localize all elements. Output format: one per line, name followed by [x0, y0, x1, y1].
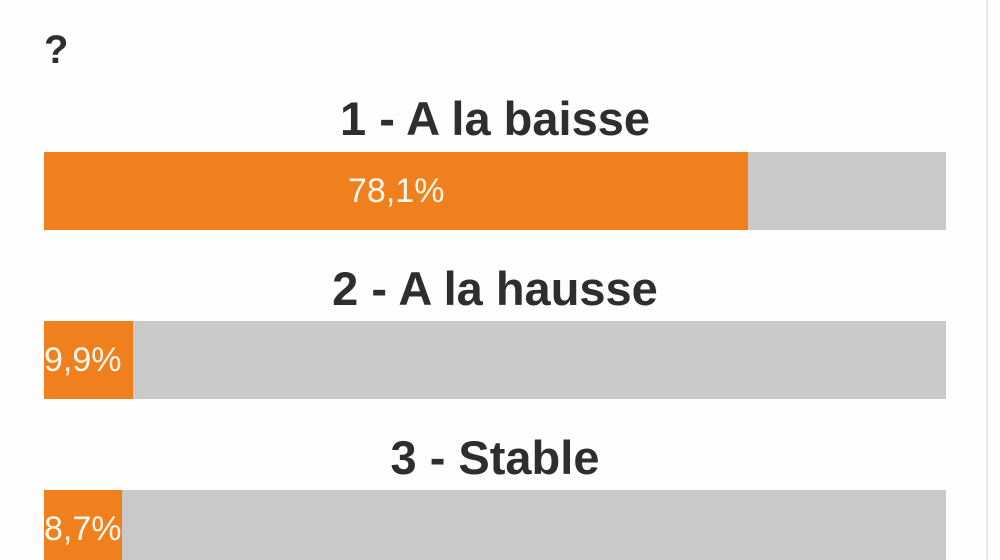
option-2-bar-fill	[44, 321, 134, 399]
panel-border	[986, 0, 988, 560]
option-3-label: 3 - Stable	[390, 431, 600, 484]
option-1-bar-fill	[44, 152, 749, 230]
option-3-bar: 8,7%	[44, 490, 946, 560]
option-1-label: 1 - A la baisse	[340, 92, 650, 145]
option-2-percent: 9,9%	[44, 341, 122, 379]
question-text: ?	[44, 28, 69, 72]
option-1-bar: 78,1%	[44, 152, 946, 230]
option-3-bar-fill	[44, 490, 123, 560]
option-1-percent: 78,1%	[348, 172, 445, 210]
option-2-label: 2 - A la hausse	[332, 262, 658, 315]
option-3-percent: 8,7%	[44, 510, 122, 548]
option-2-bar: 9,9%	[44, 321, 946, 399]
